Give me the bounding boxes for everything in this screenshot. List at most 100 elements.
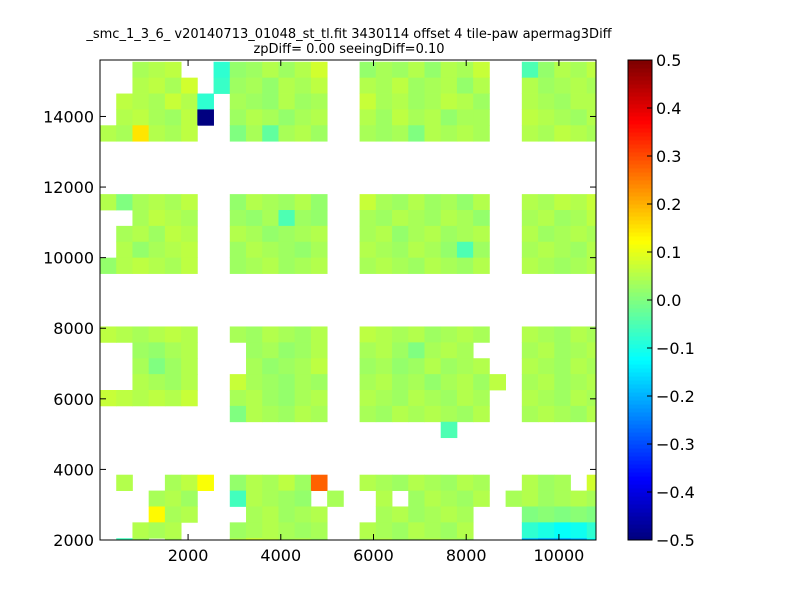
heatmap-cell	[375, 522, 393, 539]
heatmap-cell	[229, 374, 247, 391]
heatmap-cell	[392, 342, 409, 359]
colorbar-segment	[628, 136, 652, 141]
heatmap-cell	[570, 342, 588, 359]
heatmap-cell	[310, 225, 328, 243]
x-tick-label: 8000	[446, 546, 487, 565]
heatmap-cell	[132, 257, 150, 274]
heatmap-cell	[262, 522, 279, 539]
heatmap-cell	[229, 109, 247, 126]
colorbar-segment	[628, 296, 652, 301]
colorbar-segment	[628, 84, 652, 89]
heatmap-cell	[554, 257, 571, 274]
heatmap-cell	[473, 326, 490, 343]
heatmap-cell	[570, 125, 588, 142]
heatmap-cell	[538, 374, 555, 391]
heatmap-cell	[294, 342, 312, 359]
heatmap-cell	[408, 257, 425, 274]
heatmap-cell	[408, 241, 425, 259]
heatmap-cell	[473, 125, 490, 142]
heatmap-cell	[586, 77, 596, 94]
heatmap-cell	[164, 257, 182, 274]
heatmap-cell	[310, 326, 328, 343]
heatmap-cell	[586, 474, 596, 491]
heatmap-cell	[116, 241, 133, 259]
heatmap-cell	[246, 522, 263, 539]
heatmap-cell	[359, 390, 377, 407]
heatmap-cell	[554, 77, 571, 94]
colorbar: −0.5 −0.4 −0.3 −0.2 −0.1 0.0 0.1 0.2 0.3 0.4 0.5	[627, 51, 695, 550]
colorbar-segment	[628, 416, 652, 421]
y-tick-label: 12000	[43, 178, 94, 197]
heatmap-cell	[164, 93, 182, 110]
colorbar-segment	[628, 164, 652, 169]
heatmap-cell	[181, 490, 198, 507]
y-axis: 2000 4000 6000 8000 10000 12000 14000	[43, 107, 596, 550]
heatmap-cell	[181, 358, 198, 375]
heatmap-cell	[246, 474, 263, 491]
heatmap-cell	[538, 61, 555, 79]
heatmap-cell	[521, 538, 539, 540]
heatmap-cell	[164, 225, 182, 243]
heatmap-cell	[521, 390, 539, 407]
colorbar-segment	[628, 168, 652, 173]
heatmap-cell	[554, 506, 571, 523]
heatmap-cell	[310, 210, 328, 227]
heatmap-cell	[164, 490, 182, 507]
colorbar-segment	[628, 432, 652, 437]
colorbar-segment	[628, 440, 652, 445]
heatmap-cell	[246, 490, 263, 507]
colorbar-segment	[628, 256, 652, 261]
heatmap-cell	[181, 506, 198, 523]
heatmap-cell	[408, 538, 425, 540]
heatmap-cell	[538, 257, 555, 274]
heatmap-cell	[132, 225, 150, 243]
colorbar-segment	[628, 268, 652, 273]
heatmap-cell	[262, 342, 279, 359]
heatmap-cell	[392, 474, 409, 491]
heatmap-cell	[278, 93, 296, 110]
heatmap-cell	[456, 506, 474, 523]
colorbar-segment	[628, 172, 652, 177]
heatmap-cell	[440, 194, 458, 211]
heatmap-cell	[538, 506, 555, 523]
x-axis: 2000 4000 6000 8000 10000	[168, 60, 584, 565]
heatmap-cell	[310, 77, 328, 94]
colorbar-segment	[628, 116, 652, 121]
heatmap-cell	[132, 93, 150, 110]
heatmap-cell	[294, 390, 312, 407]
heatmap-cell	[521, 210, 539, 227]
heatmap-cell	[440, 225, 458, 243]
colorbar-segment	[628, 280, 652, 285]
heatmap-cell	[392, 390, 409, 407]
heatmap-cell	[408, 210, 425, 227]
heatmap-cell	[132, 522, 150, 539]
heatmap-cell	[473, 61, 490, 79]
heatmap-cell	[229, 61, 247, 79]
heatmap-cell	[181, 77, 198, 94]
colorbar-segment	[628, 504, 652, 509]
colorbar-segment	[628, 92, 652, 97]
heatmap-cell	[262, 225, 279, 243]
heatmap-cell	[424, 538, 442, 540]
heatmap-cell	[375, 77, 393, 94]
heatmap-cell	[375, 210, 393, 227]
heatmap-cell	[246, 93, 263, 110]
heatmap-cell	[278, 194, 296, 211]
heatmap-cell	[278, 61, 296, 79]
heatmap-cell	[408, 61, 425, 79]
heatmap-cell	[278, 506, 296, 523]
heatmap-cell	[521, 490, 539, 507]
heatmap-cell	[229, 93, 247, 110]
heatmap-cell	[586, 241, 596, 259]
heatmap-cell	[408, 326, 425, 343]
heatmap-cell	[164, 194, 182, 211]
heatmap-cell	[521, 342, 539, 359]
colorbar-segment	[628, 412, 652, 417]
heatmap-cell	[310, 374, 328, 391]
heatmap-cell	[148, 490, 166, 507]
colorbar-segment	[628, 76, 652, 81]
colorbar-segment	[628, 532, 652, 537]
heatmap-cell	[473, 194, 490, 211]
heatmap-cell	[310, 506, 328, 523]
heatmap-cell	[408, 93, 425, 110]
